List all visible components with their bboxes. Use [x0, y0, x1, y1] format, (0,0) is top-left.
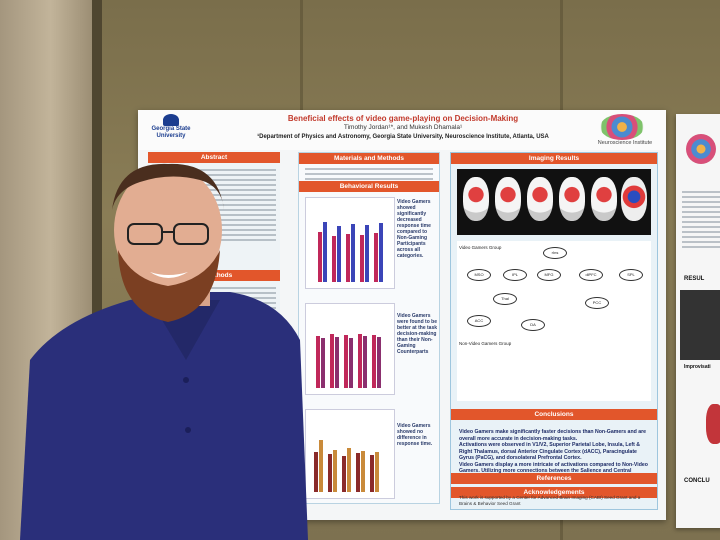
conclusion-item: Activations were observed in V1/V2, Supe…: [459, 442, 641, 461]
net-label-gamers: Video Gamers Group: [459, 245, 502, 250]
network-node: rIns: [543, 247, 567, 259]
materials-text: [305, 165, 433, 183]
chart-bar: [319, 440, 323, 492]
section-imaging: Imaging Results: [451, 153, 657, 164]
section-materials: Materials and Methods: [299, 153, 439, 164]
chart-bar: [347, 448, 351, 492]
chart-bar: [370, 455, 374, 492]
shirt-button: [185, 427, 191, 433]
face: [114, 166, 222, 294]
beard: [118, 250, 220, 322]
chart-bar: [316, 336, 320, 388]
chart-bar: [337, 226, 341, 282]
right-column: Imaging Results Video Gamers Group rIns …: [450, 152, 658, 510]
poster-authors: Timothy Jordan¹*, and Mukesh Dhamala¹: [343, 124, 463, 131]
chart-bar: [333, 450, 337, 492]
smile: [150, 272, 188, 278]
section-behavioral: Behavioral Results: [299, 181, 439, 192]
adjacent-caption: Improvisati: [684, 364, 711, 370]
network-node: ACC: [467, 315, 491, 327]
chart-bar: [351, 224, 355, 282]
research-poster: Georgia State University Beneficial effe…: [138, 110, 666, 520]
adjacent-brain-image: [680, 290, 720, 360]
chart-note-1: Video Gamers showed significantly decrea…: [397, 199, 431, 259]
chart-bar: [372, 335, 376, 388]
hair: [112, 163, 224, 210]
brain-scan-image: [559, 177, 585, 221]
conclusion-item: Video Gamers make significantly faster d…: [459, 429, 647, 442]
neuroscience-institute-label: Neuroscience Institute: [597, 140, 653, 146]
brain-scan-strip: [457, 169, 651, 235]
section-acknowledgements: Acknowledgements: [451, 487, 657, 498]
adjacent-poster: RESUL Improvisati CONCLU: [676, 114, 720, 528]
network-node: DA: [521, 319, 545, 331]
chart-bar: [342, 456, 346, 492]
adjacent-poster-text: [682, 188, 720, 251]
network-node: SPL: [619, 269, 643, 281]
section-abstract: Abstract: [148, 152, 280, 163]
acknowledgement-text: This work is supported by a Center for A…: [459, 495, 641, 506]
university-logo: Georgia State University: [148, 114, 194, 144]
chart-bar: [379, 223, 383, 282]
door-frame-edge: [92, 0, 102, 540]
response-time-chart: [305, 197, 395, 289]
brain-scan-image: [527, 177, 553, 221]
network-node: MSO: [467, 269, 491, 281]
chart-bar: [375, 452, 379, 492]
flame-icon: [163, 114, 179, 126]
net-label-nongamers: Non-Video Gamers Group: [459, 341, 512, 346]
chart-bar: [346, 234, 350, 282]
difficulty-chart: [305, 409, 395, 499]
chart-note-3: Video Gamers showed no difference in res…: [397, 423, 433, 447]
chart-bar: [360, 235, 364, 282]
university-logo-text: Georgia State University: [151, 126, 191, 139]
chart-bar: [344, 335, 348, 388]
glasses-right-lens: [173, 223, 209, 245]
chart-bar: [356, 453, 360, 492]
chart-bar: [349, 338, 353, 388]
chart-note-2: Video Gamers were found to be better at …: [397, 313, 438, 355]
section-references: References: [451, 473, 657, 484]
neuroscience-logo-icon: [686, 134, 716, 164]
chart-bar: [328, 454, 332, 492]
chart-bar: [321, 338, 325, 388]
shirt-button: [183, 377, 189, 383]
chart-bar: [361, 451, 365, 492]
poster-title: Beneficial effects of video game-playing…: [287, 114, 519, 123]
chart-bar: [363, 336, 367, 388]
chart-bar: [365, 225, 369, 282]
chart-bar: [318, 232, 322, 282]
network-node: Thal: [493, 293, 517, 305]
network-node: IPL: [503, 269, 527, 281]
neuroscience-institute-logo-icon: [600, 114, 644, 140]
brain-scan-image: [591, 177, 617, 221]
glasses-left-lens: [127, 223, 163, 245]
network-node: PCC: [585, 297, 609, 309]
chart-bar: [332, 236, 336, 282]
connectivity-network-diagram: Video Gamers Group rIns MSO IPL MFG dlPF…: [457, 241, 651, 401]
section-conclusions: Conclusions: [451, 409, 657, 420]
brain-scan-image: [463, 177, 489, 221]
adjacent-conclusions-heading: CONCLU: [684, 478, 710, 484]
poster-affiliation: ¹Department of Physics and Astronomy, Ge…: [257, 134, 549, 140]
accuracy-chart: [305, 303, 395, 395]
middle-column: Materials and Methods Behavioral Results…: [298, 152, 440, 504]
chart-bar: [314, 452, 318, 492]
chart-bar: [335, 337, 339, 388]
network-node: MFG: [537, 269, 561, 281]
brain-scan-image: [495, 177, 521, 221]
network-node: dlPFC: [579, 269, 603, 281]
chart-bar: [323, 222, 327, 282]
chart-bar: [358, 334, 362, 388]
adjacent-results-heading: RESUL: [684, 276, 705, 282]
poster-header: Georgia State University Beneficial effe…: [138, 110, 666, 150]
chart-bar: [377, 337, 381, 388]
shirt: [20, 292, 308, 540]
adjacent-figure: [706, 404, 720, 444]
chart-bar: [374, 233, 378, 282]
chart-bar: [330, 334, 334, 388]
brain-scan-image: [621, 177, 647, 221]
